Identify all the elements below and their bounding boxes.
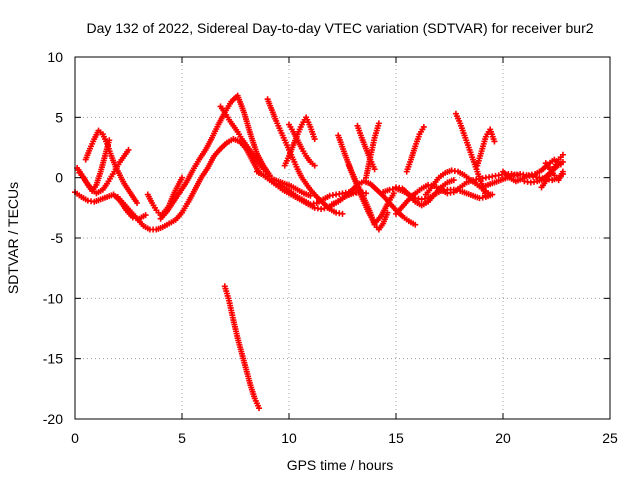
y-tick-label: 5: [55, 109, 63, 125]
x-tick-label: 15: [388, 430, 404, 446]
y-tick-label: 10: [47, 49, 63, 65]
data-point: [482, 192, 489, 199]
data-point: [371, 166, 378, 173]
series-bur2-v: [403, 123, 427, 175]
series-bur2-w: [393, 177, 457, 209]
x-tick-label: 5: [178, 430, 186, 446]
x-tick-label: 20: [495, 430, 511, 446]
data-point: [412, 221, 419, 228]
y-tick-label: -10: [43, 290, 63, 306]
series-bur2-i: [221, 283, 263, 412]
series-bur2-z: [474, 126, 498, 169]
series-bur2-u: [393, 171, 521, 217]
y-axis-label: SDTVAR / TECUs: [5, 182, 21, 294]
x-axis-label: GPS time / hours: [287, 457, 394, 473]
series-bur2-f: [144, 174, 185, 219]
y-tick-label: -20: [43, 411, 63, 427]
series-bur2-q: [345, 162, 397, 227]
chart-title: Day 132 of 2022, Sidereal Day-to-day VTE…: [86, 20, 593, 36]
data-point: [311, 136, 318, 143]
x-tick-label: 25: [602, 430, 618, 446]
y-tick-label: 0: [55, 170, 63, 186]
plot-data: [72, 92, 566, 412]
series-bur2-k: [264, 96, 346, 217]
data-point: [491, 138, 498, 145]
series-bur2-ae: [542, 160, 566, 184]
data-point: [390, 190, 397, 197]
data-point: [125, 146, 132, 153]
series-bur2-m: [281, 114, 318, 169]
data-point: [134, 200, 141, 207]
y-tick-label: -5: [51, 230, 64, 246]
series-bur2-s: [363, 120, 382, 181]
data-point: [311, 162, 318, 169]
x-tick-label: 10: [281, 430, 297, 446]
series-bur2-d: [82, 127, 141, 207]
data-point: [450, 177, 457, 184]
data-point: [179, 174, 185, 181]
data-point: [142, 212, 149, 219]
data-point: [559, 158, 566, 165]
data-point: [339, 210, 346, 217]
data-point: [420, 123, 427, 130]
data-point: [559, 168, 566, 175]
data-point: [106, 137, 113, 144]
grid-lines: [75, 57, 610, 419]
series-bur2-a: [72, 189, 149, 222]
series-bur2-e: [114, 136, 263, 233]
data-point: [256, 405, 263, 412]
x-tick-label: 0: [71, 430, 79, 446]
axis-ticks: 0 5 10 15 20 25 10 5 0 -5 -10 -15 -20: [43, 49, 618, 446]
series-bur2-n: [286, 121, 318, 169]
data-point: [559, 151, 566, 158]
y-tick-label: -15: [43, 351, 63, 367]
data-point: [487, 191, 494, 198]
data-point: [375, 120, 382, 127]
